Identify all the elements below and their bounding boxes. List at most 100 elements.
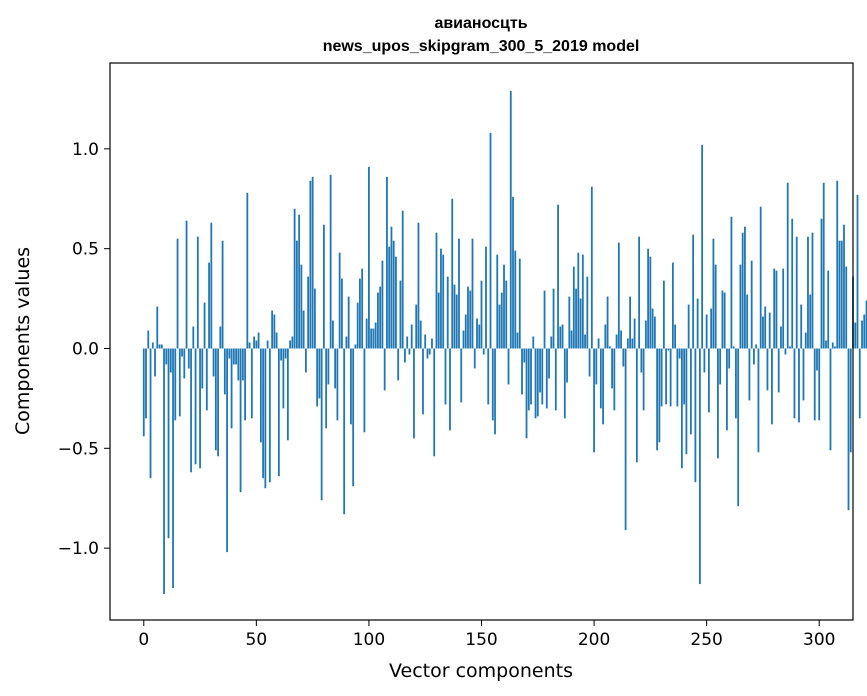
y-tick-label: 1.0 [72,140,99,160]
bar [768,312,771,349]
bar [532,336,535,349]
bar [692,234,695,349]
bar [764,306,767,349]
bar [622,348,625,367]
bar [232,348,235,365]
bar [687,304,690,349]
bar [446,276,449,349]
bar [755,344,758,349]
bar [286,348,289,441]
bar [433,348,436,457]
bar [196,236,199,349]
y-axis-label: Components values [12,247,34,435]
bar [469,290,472,349]
bar [410,324,413,349]
bar [822,182,825,349]
bars-layer [142,90,867,595]
bar [185,220,188,349]
bar [424,334,427,349]
bar [365,318,368,349]
bar [586,276,589,349]
bar [509,90,512,349]
bar [178,348,181,417]
bar [748,348,751,401]
bar [248,342,251,349]
x-tick-label: 300 [803,630,835,650]
bar [327,348,330,385]
bar [422,348,424,415]
bar [442,254,445,349]
bar [836,180,839,349]
bar [521,348,523,395]
bar [804,332,807,349]
bar [343,348,346,515]
bar [838,240,841,349]
bar [478,324,481,349]
bar [449,348,451,431]
bar [163,348,165,595]
bar [406,336,409,349]
bar [640,348,643,373]
bar [667,348,670,351]
bar [264,348,267,489]
bar [149,348,152,479]
bar [662,280,665,349]
bar [856,194,859,349]
bar [338,252,341,349]
bar [275,332,278,349]
bar [665,348,668,405]
bar [719,348,722,385]
bar [462,330,465,349]
bar [638,236,641,349]
bar [212,348,215,377]
bar [649,256,652,349]
bar [554,348,557,411]
bar [775,270,778,349]
bar [512,196,514,349]
bar [712,238,715,349]
bar [563,348,566,419]
bar [404,348,406,363]
bar [332,320,334,349]
bar [608,346,611,349]
bar [444,348,447,405]
bar [473,348,476,369]
bar [487,348,490,405]
bar [820,218,823,349]
bar [336,348,339,421]
bar [284,348,287,359]
bar [210,222,213,349]
bar [694,348,697,483]
bar [147,330,150,349]
bar [572,266,575,349]
bar [671,262,674,349]
bar [834,346,836,349]
bar [827,270,830,349]
bar [584,334,586,349]
bar [647,248,650,349]
bar [561,324,564,349]
bar [431,338,433,349]
bar [241,348,244,381]
bar [458,238,460,349]
bar [309,180,312,349]
y-tick-label: 0.0 [72,339,99,359]
bar [557,204,559,349]
bar [575,288,577,349]
bar [606,296,609,349]
bar [377,292,379,349]
bar [345,336,348,349]
x-axis-label: Vector components [389,660,573,682]
bar [176,238,179,349]
bar [374,322,377,349]
bar [570,330,573,349]
bar [730,216,733,349]
bar [455,294,458,349]
bar [203,302,206,349]
x-tick-label: 250 [690,630,722,650]
bar [268,348,271,483]
bar [737,348,740,507]
bar [669,348,672,407]
bar [689,348,692,435]
bar [187,348,190,369]
